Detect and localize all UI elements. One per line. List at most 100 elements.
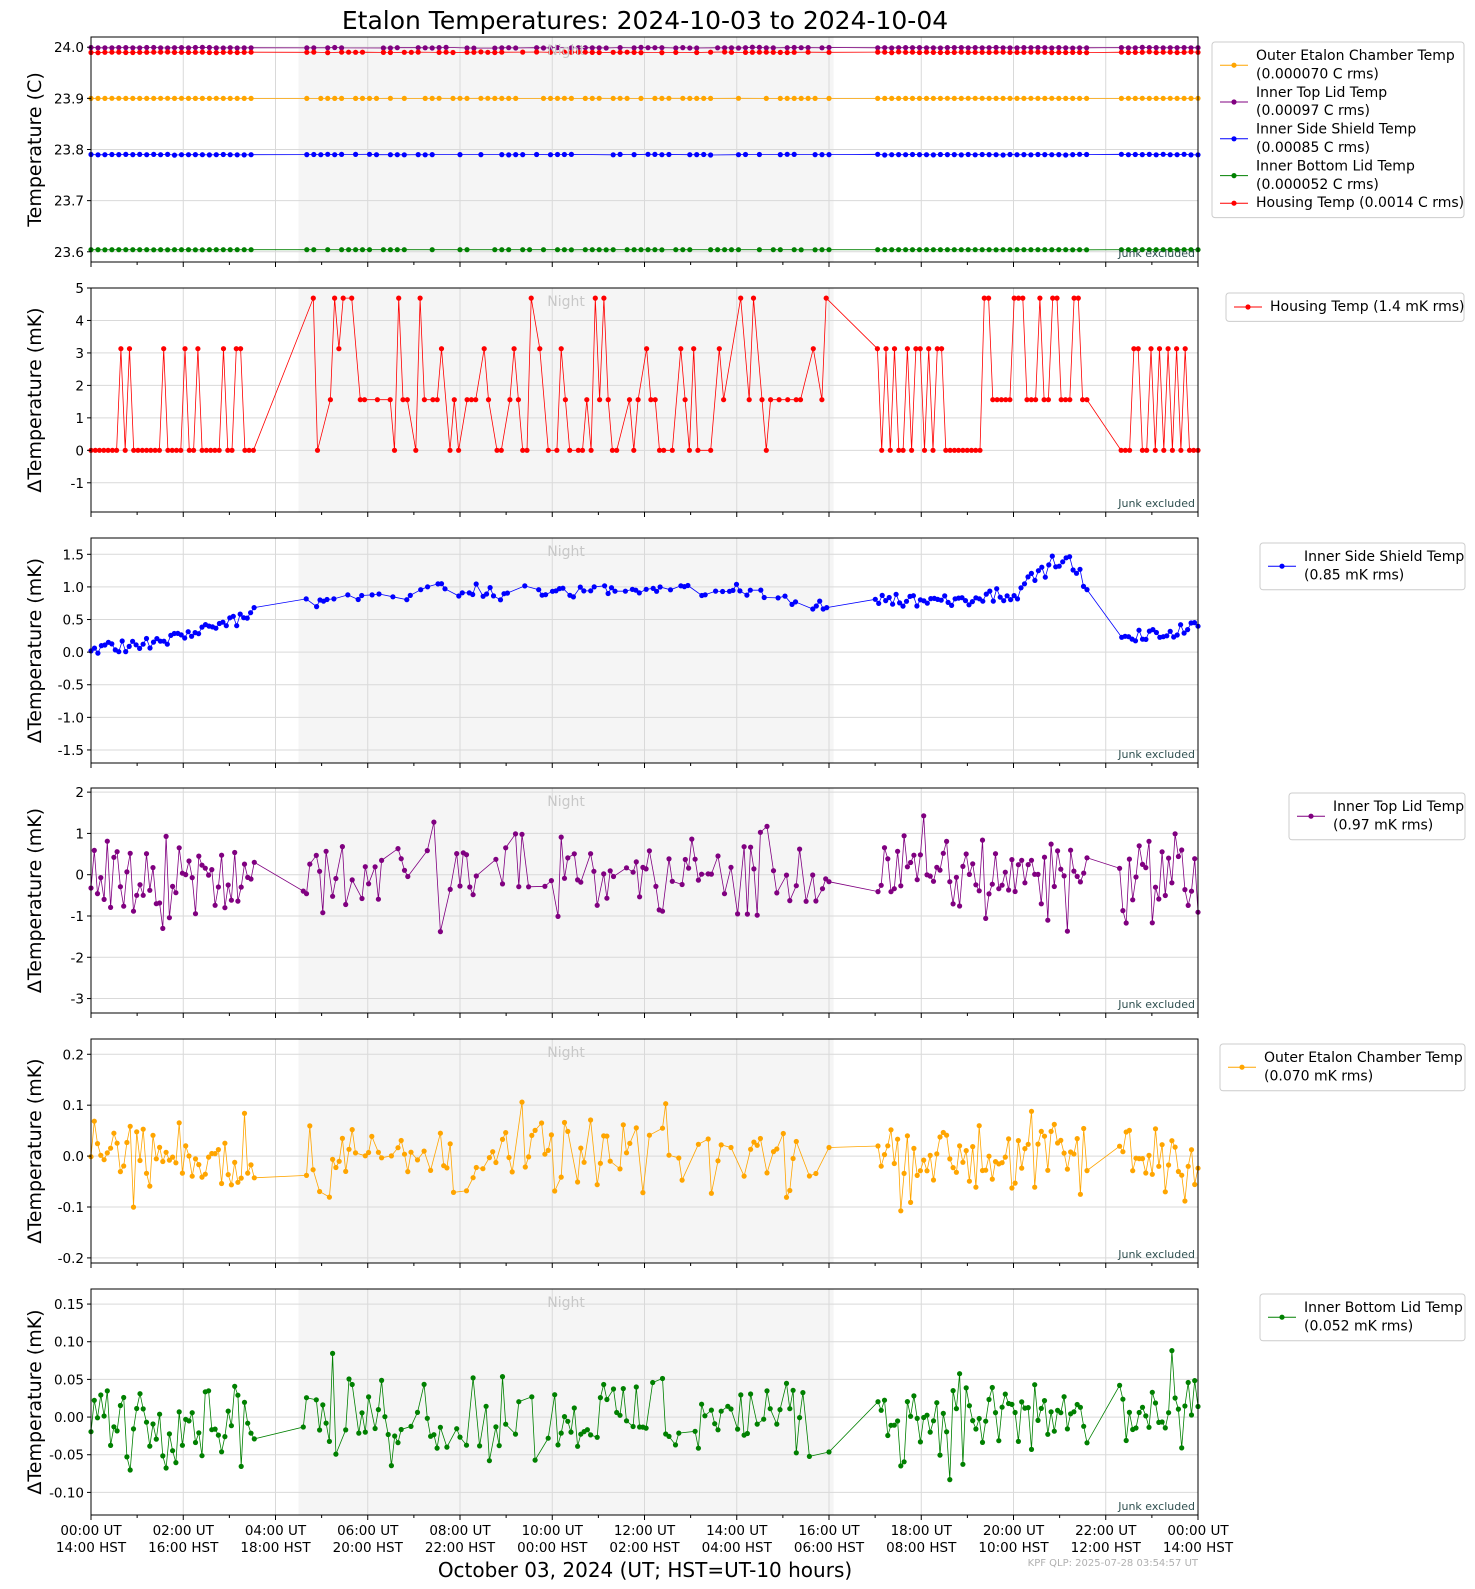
data-point [989, 881, 995, 887]
data-point [610, 95, 616, 101]
data-point [594, 902, 600, 908]
data-point [1063, 152, 1069, 158]
x-tick-label-hst: 16:00 HST [148, 1540, 219, 1556]
legend-entry: Housing Temp (1.4 mK rms) [1270, 299, 1464, 315]
data-point [791, 49, 797, 55]
data-point [353, 247, 359, 253]
data-point [346, 49, 352, 55]
data-point [1166, 1410, 1172, 1416]
data-point [1056, 247, 1062, 253]
data-point [147, 645, 153, 651]
data-point [1070, 152, 1076, 158]
data-point [119, 638, 125, 644]
data-point [793, 397, 799, 403]
data-point [1056, 49, 1062, 56]
data-point [875, 95, 881, 101]
data-point [682, 397, 688, 403]
data-point [1132, 95, 1138, 101]
data-point [1064, 1166, 1070, 1172]
data-point [1169, 447, 1175, 453]
data-point [889, 50, 895, 56]
data-point [1160, 95, 1166, 101]
data-point [999, 882, 1005, 888]
data-point [1191, 620, 1198, 626]
data-point [101, 447, 107, 453]
data-point [192, 911, 199, 917]
data-point [1179, 1445, 1185, 1451]
data-point [965, 45, 971, 51]
data-point [1181, 49, 1187, 55]
data-point [434, 1445, 440, 1451]
data-point [547, 95, 554, 101]
data-point [303, 891, 310, 897]
data-point [643, 586, 649, 592]
data-point [182, 346, 188, 352]
data-point [317, 1427, 323, 1433]
data-point [763, 95, 769, 101]
data-point [192, 1439, 199, 1446]
data-point [116, 152, 122, 158]
data-point [1035, 45, 1041, 51]
data-point [437, 1424, 443, 1430]
data-point [1162, 1425, 1168, 1431]
data-point [137, 882, 143, 888]
data-point [199, 447, 205, 453]
data-point [623, 1150, 630, 1156]
data-point [823, 295, 829, 301]
data-point [157, 900, 163, 906]
data-point [582, 45, 588, 51]
data-point [579, 447, 586, 453]
data-point [826, 44, 832, 51]
data-point [876, 600, 882, 607]
data-point [596, 247, 602, 253]
data-point [248, 247, 254, 253]
data-point [1185, 627, 1191, 633]
data-point [447, 447, 453, 453]
data-point [540, 45, 547, 51]
data-point [567, 447, 573, 453]
data-point [1118, 45, 1124, 51]
data-point [893, 591, 899, 597]
data-point [909, 447, 915, 453]
data-point [457, 152, 463, 158]
data-point [330, 1156, 336, 1162]
data-point [139, 447, 145, 453]
data-point [126, 643, 132, 650]
legend-box [1225, 292, 1465, 322]
data-point [633, 859, 639, 865]
data-point [720, 588, 726, 595]
data-point [108, 1145, 114, 1151]
data-point [608, 585, 615, 591]
data-point [605, 397, 611, 403]
data-point [401, 867, 408, 873]
data-point [478, 49, 484, 55]
data-point [178, 49, 185, 55]
data-point [1185, 902, 1191, 909]
data-point [171, 247, 178, 253]
data-point [1007, 49, 1013, 56]
data-point [722, 45, 728, 51]
data-point [715, 853, 721, 859]
data-point [206, 152, 212, 158]
data-point [513, 45, 519, 51]
data-point [687, 95, 693, 101]
data-point [215, 1432, 221, 1438]
data-point [728, 49, 735, 55]
data-point [930, 878, 937, 884]
data-point [805, 49, 811, 55]
data-point [1160, 151, 1166, 157]
data-point [1159, 1142, 1165, 1148]
data-point [1012, 1180, 1018, 1186]
data-point [1084, 855, 1090, 861]
data-point [875, 45, 881, 51]
data-point [803, 898, 809, 904]
data-point [591, 584, 597, 590]
data-point [492, 49, 498, 56]
data-point [904, 864, 911, 870]
data-point [473, 581, 479, 587]
data-point [1004, 593, 1010, 599]
data-point [333, 875, 339, 882]
data-point [332, 44, 338, 51]
data-point [185, 95, 192, 101]
x-tick-label-hst: 06:00 HST [794, 1540, 865, 1556]
